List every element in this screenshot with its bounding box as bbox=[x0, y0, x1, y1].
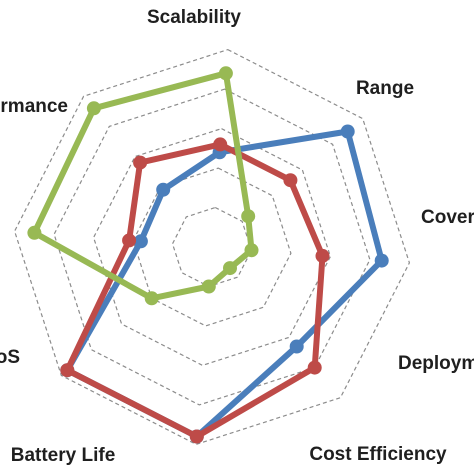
series-1-point-7 bbox=[133, 234, 148, 249]
axis-label-coverage: Coverage bbox=[421, 207, 474, 228]
axis-label-battery-life: Battery Life bbox=[11, 445, 116, 466]
series-3-point-8 bbox=[86, 101, 101, 116]
grid-ring-5 bbox=[13, 48, 411, 446]
series-3-point-1 bbox=[218, 66, 233, 81]
series-1-point-4 bbox=[289, 339, 304, 354]
series-1-point-2 bbox=[340, 124, 355, 139]
series-2-point-4 bbox=[307, 360, 322, 375]
series-1-line bbox=[64, 128, 385, 440]
series-3-point-7 bbox=[27, 225, 42, 240]
grid-ring-3 bbox=[92, 127, 332, 367]
axis-label-qos: QoS bbox=[0, 347, 20, 368]
series-2-point-2 bbox=[283, 173, 298, 188]
grid-ring-1 bbox=[171, 206, 253, 288]
series-3-point-4 bbox=[223, 261, 237, 276]
series-3-point-3 bbox=[244, 243, 259, 258]
axis-label-range: Range bbox=[356, 78, 414, 99]
series-2-point-7 bbox=[122, 233, 137, 248]
grid-layer bbox=[13, 48, 411, 446]
axis-labels: Scalability Range Coverage Deployment Co… bbox=[0, 7, 474, 466]
series-3 bbox=[27, 66, 259, 306]
series-3-point-2 bbox=[241, 209, 256, 224]
grid-ring-2 bbox=[132, 167, 292, 327]
series-2-point-5 bbox=[189, 429, 204, 444]
series-2-point-8 bbox=[133, 155, 148, 170]
series-3-point-5 bbox=[201, 279, 216, 294]
series-3-point-6 bbox=[144, 291, 159, 306]
axis-label-latency-performance: Latency Performance bbox=[0, 96, 68, 117]
series-1-point-8 bbox=[156, 182, 171, 197]
series-2-point-6 bbox=[60, 363, 75, 378]
series-2 bbox=[60, 137, 330, 444]
axis-label-scalability: Scalability bbox=[147, 7, 241, 28]
axis-label-deployment: Deployment bbox=[398, 353, 474, 374]
series-1-point-3 bbox=[374, 253, 389, 268]
series-2-point-1 bbox=[213, 137, 228, 152]
grid-ring-4 bbox=[53, 88, 371, 406]
series-2-point-3 bbox=[315, 248, 330, 263]
series-layer bbox=[27, 66, 389, 444]
axis-label-cost-efficiency: Cost Efficiency bbox=[309, 444, 447, 465]
